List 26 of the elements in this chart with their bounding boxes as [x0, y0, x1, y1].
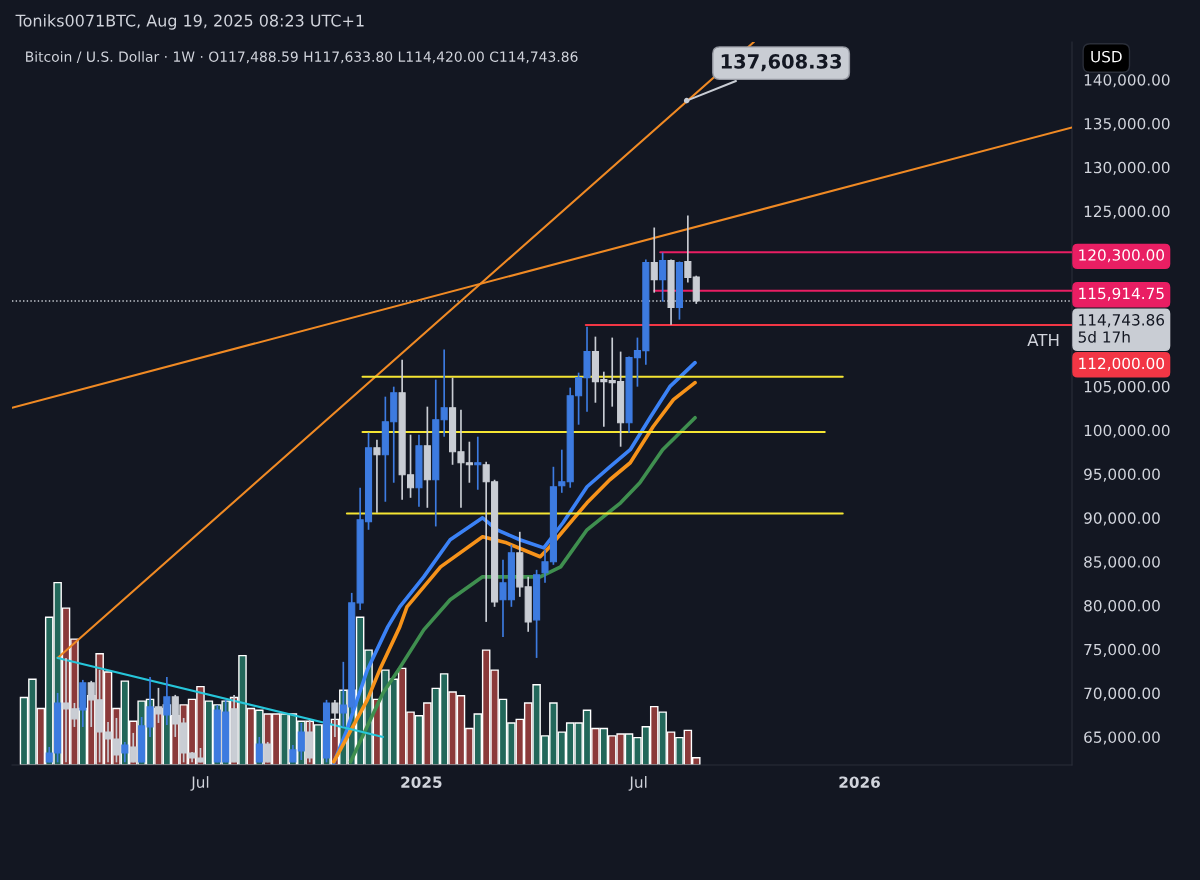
y-tick-label: 95,000.00 — [1084, 468, 1160, 482]
y-tick-label: 130,000.00 — [1084, 161, 1170, 175]
y-tick-label: 75,000.00 — [1084, 643, 1160, 657]
x-tick-label: 2025 — [401, 776, 442, 788]
y-tick-label: 70,000.00 — [1084, 687, 1160, 701]
x-tick-label: 2026 — [839, 776, 880, 788]
data-label: 112,000.00 — [1079, 357, 1165, 371]
chart-title: Toniks0071BTC, Aug 19, 2025 08:23 UTC+1 — [15, 14, 364, 30]
y-tick-label: 135,000.00 — [1084, 117, 1170, 132]
text: USD — [1091, 50, 1122, 63]
y-tick-label: 90,000.00 — [1084, 512, 1160, 526]
annotation: ATH — [1027, 333, 1059, 347]
data-label: 120,300.00 — [1079, 249, 1165, 263]
y-tick-label: 80,000.00 — [1084, 599, 1160, 614]
x-tick-label: Jul — [628, 776, 647, 791]
y-tick-label: 140,000.00 — [1084, 74, 1170, 88]
ref-line-label: 114,743.86 5d 17h — [1078, 314, 1165, 343]
text: Bitcoin / U.S. Dollar · 1W · O117,488.59 H117,633.80 L114,420.00 C114,743.86 — [26, 51, 578, 64]
y-tick-label: 125,000.00 — [1084, 205, 1170, 219]
annotation: 137,608.33 — [721, 54, 842, 72]
y-tick-label: 105,000.00 — [1084, 380, 1170, 394]
x-tick-label: Jul — [190, 776, 209, 791]
data-label: 115,914.75 — [1079, 287, 1164, 301]
y-tick-label: 100,000.00 — [1084, 424, 1170, 438]
y-tick-label: 85,000.00 — [1084, 556, 1160, 570]
y-tick-label: 65,000.00 — [1084, 731, 1160, 745]
